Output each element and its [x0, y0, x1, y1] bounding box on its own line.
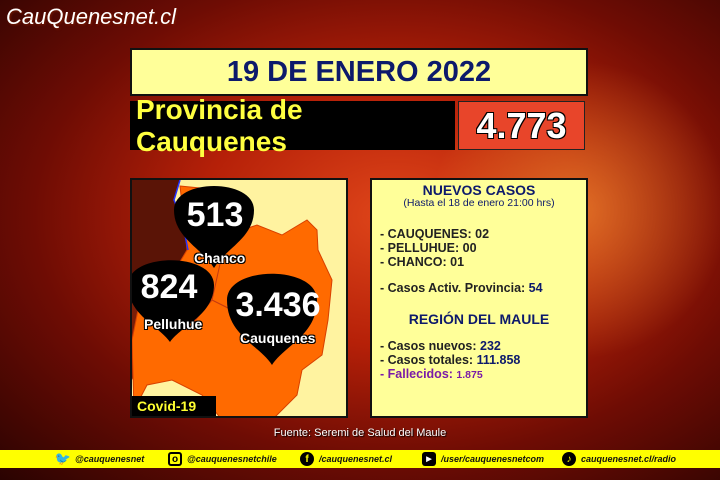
- youtube-handle: /user/cauquenesnetcom: [441, 454, 545, 464]
- radio-icon: ♪: [562, 452, 576, 466]
- footer-youtube[interactable]: ▶ /user/cauquenesnetcom: [422, 452, 544, 466]
- new-cases-cauquenes: - CAUQUENES: 02: [380, 227, 490, 241]
- chanco-label: Chanco: [194, 250, 246, 266]
- region-total-value: 111.858: [476, 353, 521, 367]
- footer-radio[interactable]: ♪ cauquenesnet.cl/radio: [562, 452, 676, 466]
- pelluhue-label: Pelluhue: [144, 316, 203, 332]
- deaths-label: - Fallecidos:: [380, 367, 457, 381]
- twitter-handle: @cauquenesnet: [75, 454, 145, 464]
- date-banner: 19 DE ENERO 2022: [130, 48, 588, 96]
- active-value: 54: [528, 281, 543, 295]
- province-total: 4.773: [458, 101, 585, 150]
- chanco-cases: 513: [186, 196, 244, 234]
- cauquenes-label: Cauquenes: [240, 330, 316, 346]
- region-new-value: 232: [480, 339, 501, 353]
- region-total: - Casos totales: 111.858: [380, 353, 578, 367]
- active-cases: - Casos Activ. Provincia: 54: [380, 281, 578, 295]
- logo: CauQuenesnet.cl: [6, 4, 176, 29]
- instagram-handle: @cauquenesnetchile: [187, 454, 277, 464]
- new-cases-chanco: - CHANCO: 01: [380, 255, 465, 269]
- new-cases-subtitle: (Hasta el 18 de enero 21:00 hrs): [403, 197, 555, 209]
- sea-area: [132, 180, 192, 275]
- active-label: - Casos Activ. Provincia:: [380, 281, 529, 295]
- region-total-label: - Casos totales:: [380, 353, 477, 367]
- region-new-label: - Casos nuevos:: [380, 339, 481, 353]
- new-cases-pelluhue: - PELLUHUE: 00: [380, 241, 477, 255]
- twitter-icon: 🐦: [54, 451, 72, 466]
- facebook-handle: /cauquenesnet.cl: [319, 454, 393, 464]
- deaths-value: 1.875: [456, 369, 483, 381]
- region-title: REGIÓN DEL MAULE: [408, 311, 550, 327]
- info-panel: NUEVOS CASOS (Hasta el 18 de enero 21:00…: [370, 178, 588, 418]
- footer-facebook[interactable]: f/cauquenesnet.cl: [300, 452, 392, 466]
- youtube-icon: ▶: [422, 452, 436, 466]
- map-pins: [132, 186, 317, 365]
- instagram-icon: o: [168, 452, 182, 466]
- radio-link: cauquenesnet.cl/radio: [581, 454, 677, 464]
- pin-cauquenes: [227, 273, 317, 365]
- footer-twitter[interactable]: 🐦 @cauquenesnet: [54, 451, 145, 466]
- new-cases-title: NUEVOS CASOS: [422, 182, 536, 198]
- cauquenes-cases: 3.436: [235, 286, 321, 324]
- covid-badge: Covid-19: [132, 396, 216, 416]
- pin-pelluhue: [132, 260, 214, 342]
- pin-chanco: [174, 186, 254, 268]
- footer-instagram[interactable]: o @cauquenesnetchile: [168, 452, 277, 466]
- province-title: Provincia de Cauquenes: [130, 94, 455, 157]
- pelluhue-cases: 824: [140, 268, 198, 306]
- footer-bar: 🐦 @cauquenesnet o @cauquenesnetchile f/cau…: [0, 450, 720, 468]
- region-deaths: - Fallecidos: 1.875: [380, 367, 578, 381]
- source-text: Fuente: Seremi de Salud del Maule: [273, 427, 447, 439]
- province-map: 513 Chanco 824 Pelluhue 3.436 Cauquenes …: [130, 178, 348, 418]
- facebook-icon: f: [300, 452, 314, 466]
- region-new: - Casos nuevos: 232: [380, 339, 578, 353]
